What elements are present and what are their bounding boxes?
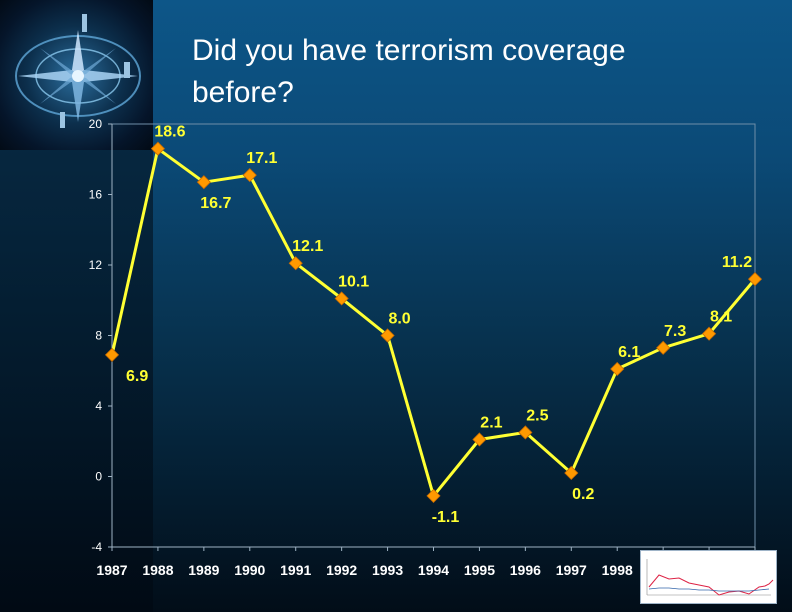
data-label: -1.1 <box>432 509 460 526</box>
data-labels: 6.9 18.6 16.7 17.1 12.1 10.1 8.0 -1.1 2.1 2.5 0.2 6… <box>126 124 752 526</box>
data-label: 2.5 <box>526 407 548 424</box>
compass-rose-icon <box>15 14 141 128</box>
data-label: 10.1 <box>338 273 369 290</box>
y-tick-label: 8 <box>95 329 102 343</box>
data-point-marker <box>656 340 671 355</box>
x-tick-label: 1988 <box>142 562 173 578</box>
data-label: 17.1 <box>246 150 277 167</box>
compass-rose-logo <box>0 0 153 150</box>
data-point-marker <box>380 328 395 343</box>
data-point-marker <box>747 272 763 287</box>
data-point-marker <box>472 432 487 447</box>
x-tick-label: 1995 <box>464 562 495 578</box>
y-tick-label: 4 <box>95 399 102 413</box>
data-point-marker <box>518 425 533 440</box>
y-tick-label: 0 <box>95 470 102 484</box>
x-tick-label: 1992 <box>326 562 357 578</box>
data-point-marker <box>242 168 257 183</box>
y-tick-label: 20 <box>89 117 103 131</box>
plot-frame <box>111 123 756 548</box>
data-point-marker <box>334 291 349 306</box>
data-label: 11.2 <box>722 254 752 271</box>
data-label: 16.7 <box>200 195 231 212</box>
chart-thumbnail-image <box>640 550 777 604</box>
y-tick-label: 16 <box>89 188 103 202</box>
slide-title: Did you have terrorism coverage before? <box>192 34 626 109</box>
data-label: 6.1 <box>618 344 640 361</box>
data-label: 12.1 <box>292 238 323 255</box>
y-tick-label: -4 <box>91 540 102 554</box>
x-tick-label: 1987 <box>96 562 127 578</box>
data-label: 0.2 <box>572 486 594 503</box>
thumbnail-chart-icon <box>646 559 774 596</box>
data-point-marker <box>150 141 165 156</box>
x-tick-label: 1991 <box>280 562 311 578</box>
data-point-marker <box>702 326 717 341</box>
chart-axes <box>111 123 756 548</box>
data-label: 18.6 <box>154 124 185 141</box>
data-point-marker <box>610 361 625 377</box>
y-axis-ticks: -4 0 4 8 12 16 20 <box>89 117 112 554</box>
data-markers <box>104 141 763 503</box>
x-tick-label: 1996 <box>510 562 541 578</box>
data-label: 7.3 <box>664 323 686 340</box>
x-tick-label: 1997 <box>556 562 587 578</box>
data-point-marker <box>426 488 441 503</box>
data-label: 8.1 <box>710 309 732 326</box>
data-label: 2.1 <box>480 414 502 431</box>
data-label: 8.0 <box>388 311 410 328</box>
data-point-marker <box>564 465 579 481</box>
x-tick-label: 1994 <box>418 562 449 578</box>
data-label: 6.9 <box>126 368 148 385</box>
data-point-marker <box>104 347 120 362</box>
y-tick-label: 12 <box>89 258 103 272</box>
x-tick-label: 1990 <box>234 562 265 578</box>
data-point-marker <box>196 175 211 190</box>
data-point-marker <box>288 256 303 271</box>
x-tick-label: 1989 <box>188 562 219 578</box>
x-tick-label: 1998 <box>602 562 633 578</box>
x-tick-label: 1993 <box>372 562 403 578</box>
